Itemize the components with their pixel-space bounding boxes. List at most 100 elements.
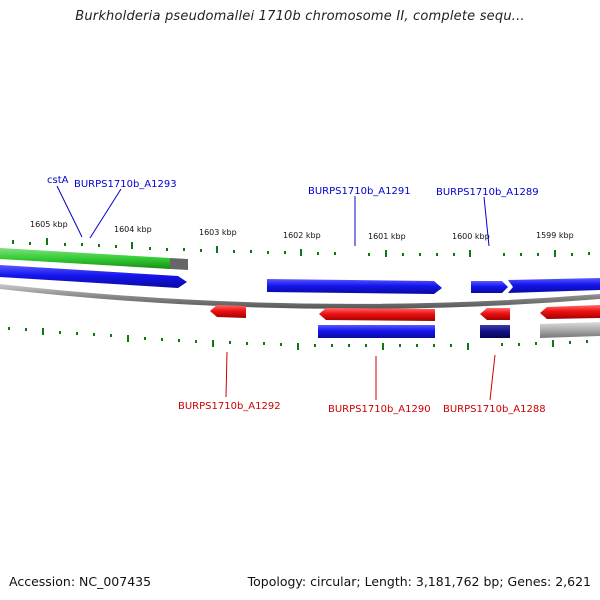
tick-mark [216, 246, 218, 253]
tick-mark [12, 240, 14, 244]
tick-mark [267, 251, 269, 254]
label-BURPS1710b_A1288[interactable]: BURPS1710b_A1288 [443, 404, 546, 415]
tick-mark [467, 343, 469, 350]
tick-mark [250, 250, 252, 253]
tick-mark [178, 339, 180, 342]
tick-mark [93, 333, 95, 336]
accession-text: Accession: NC_007435 [9, 574, 152, 589]
tick-mark [115, 245, 117, 248]
gene-forward-right[interactable] [508, 278, 600, 293]
gene-inner-blue[interactable] [318, 325, 435, 338]
tick-mark [59, 331, 61, 334]
tick-mark [46, 238, 48, 245]
tick-mark [76, 332, 78, 335]
tick-mark [552, 340, 554, 347]
tick-mark [127, 335, 129, 342]
topology-info-text: Topology: circular; Length: 3,181,762 bp… [247, 574, 591, 589]
tick-mark [385, 250, 387, 257]
tick-label-1605: 1605 kbp [30, 220, 68, 229]
tick-mark [368, 253, 370, 256]
tick-mark [503, 253, 505, 256]
tick-mark [42, 328, 44, 335]
tick-mark [314, 344, 316, 347]
tick-mark [8, 327, 10, 330]
tick-label-1600: 1600 kbp [452, 232, 490, 241]
tick-mark [166, 248, 168, 251]
tick-mark [149, 247, 151, 250]
tick-mark [110, 334, 112, 337]
tick-mark [450, 344, 452, 347]
leader-A1288 [489, 354, 496, 401]
label-BURPS1710b_A1291[interactable]: BURPS1710b_A1291 [308, 186, 411, 197]
tick-mark [98, 244, 100, 247]
tick-mark [246, 342, 248, 345]
tick-mark [280, 343, 282, 346]
tick-mark [453, 253, 455, 256]
tick-mark [81, 243, 83, 246]
leader-A1293 [89, 188, 122, 239]
tick-mark [161, 338, 163, 341]
gene-BURPS1710b_A1290[interactable] [319, 308, 435, 321]
tick-mark [554, 250, 556, 257]
tick-mark [436, 253, 438, 256]
tick-mark [317, 252, 319, 255]
forward-strand [0, 248, 600, 294]
label-BURPS1710b_A1289[interactable]: BURPS1710b_A1289 [436, 187, 539, 198]
tick-mark [195, 340, 197, 343]
tick-mark [334, 252, 336, 255]
tick-mark [183, 248, 185, 251]
tick-mark [233, 250, 235, 253]
tick-label-1599: 1599 kbp [536, 231, 574, 240]
tick-mark [402, 253, 404, 256]
tick-mark [416, 344, 418, 347]
lower-tick-track [8, 327, 588, 350]
gene-cstA-end[interactable] [170, 258, 188, 270]
gene-BURPS1710b_A1292[interactable] [210, 305, 246, 318]
tick-label-1604: 1604 kbp [114, 225, 152, 234]
tick-mark [365, 344, 367, 347]
label-cstA[interactable]: cstA [47, 175, 69, 186]
gene-inner-dark[interactable] [480, 325, 510, 338]
label-BURPS1710b_A1292[interactable]: BURPS1710b_A1292 [178, 401, 281, 412]
gene-BURPS1710b_A1288[interactable] [480, 308, 510, 320]
tick-mark [200, 249, 202, 252]
label-BURPS1710b_A1293[interactable]: BURPS1710b_A1293 [74, 179, 177, 190]
tick-mark [25, 328, 27, 331]
tick-mark [588, 252, 590, 255]
tick-mark [586, 340, 588, 343]
gene-BURPS1710b_A1289[interactable] [471, 281, 508, 293]
leader-A1289 [483, 196, 490, 247]
tick-mark [501, 343, 503, 346]
tick-mark [399, 344, 401, 347]
tick-mark [469, 250, 471, 257]
label-BURPS1710b_A1290[interactable]: BURPS1710b_A1290 [328, 404, 431, 415]
tick-mark [419, 253, 421, 256]
tick-mark [535, 342, 537, 345]
tick-label-1603: 1603 kbp [199, 228, 237, 237]
tick-mark [263, 342, 265, 345]
tick-mark [297, 343, 299, 350]
tick-mark [284, 251, 286, 254]
leader-cstA [56, 185, 83, 238]
upper-tick-track [12, 238, 590, 257]
gene-BURPS1710b_A1293[interactable] [0, 265, 187, 288]
tick-mark [520, 253, 522, 256]
tick-mark [382, 343, 384, 350]
tick-mark [300, 249, 302, 256]
tick-mark [518, 343, 520, 346]
tick-mark [433, 344, 435, 347]
gene-inner-grey[interactable] [540, 322, 600, 338]
tick-mark [348, 344, 350, 347]
tick-labels: 1605 kbp 1604 kbp 1603 kbp 1602 kbp 1601… [30, 220, 574, 241]
tick-mark [212, 340, 214, 347]
chromosome-backbone [0, 284, 600, 309]
tick-mark [537, 253, 539, 256]
tick-label-1601: 1601 kbp [368, 232, 406, 241]
gene-BURPS1710b_A1291[interactable] [267, 279, 442, 294]
tick-label-1602: 1602 kbp [283, 231, 321, 240]
tick-mark [64, 243, 66, 246]
gene-cstA[interactable] [0, 248, 170, 269]
label-leaders [56, 185, 496, 401]
gene-reverse-right[interactable] [540, 305, 600, 319]
